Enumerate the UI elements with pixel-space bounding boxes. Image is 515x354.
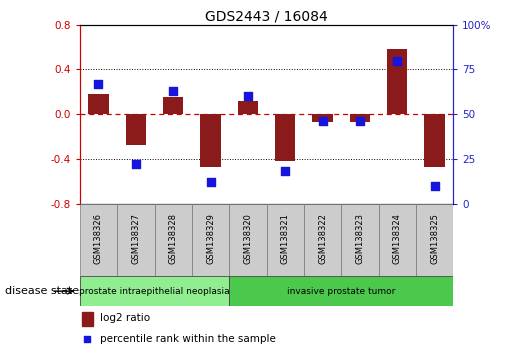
Bar [117,204,154,276]
Text: GSM138326: GSM138326 [94,213,103,264]
Bar [154,204,192,276]
Point [244,93,252,99]
Bar [424,114,445,167]
Point [132,161,140,167]
Text: GSM138324: GSM138324 [393,213,402,264]
Text: disease state: disease state [5,286,79,296]
Bar [200,114,221,167]
Text: GSM138325: GSM138325 [430,213,439,264]
Text: GSM138328: GSM138328 [169,213,178,264]
Bar [416,204,453,276]
Title: GDS2443 / 16084: GDS2443 / 16084 [205,10,328,24]
Point [431,183,439,188]
Bar [341,204,379,276]
Text: GSM138323: GSM138323 [355,213,364,264]
Text: log2 ratio: log2 ratio [100,313,150,324]
Bar [126,114,146,145]
Text: GSM138327: GSM138327 [131,213,140,264]
Bar [304,204,341,276]
Point [207,179,215,185]
Point [393,58,401,63]
Point [83,336,92,342]
Text: GSM138321: GSM138321 [281,213,289,264]
Bar [80,276,229,306]
Point [318,119,327,124]
Bar [312,114,333,122]
Bar [387,49,407,114]
Bar [82,312,93,326]
Bar [192,204,229,276]
Text: GSM138320: GSM138320 [244,213,252,264]
Text: invasive prostate tumor: invasive prostate tumor [287,287,396,296]
Point [94,81,102,87]
Bar [350,114,370,122]
Bar [229,276,453,306]
Bar [379,204,416,276]
Text: percentile rank within the sample: percentile rank within the sample [100,334,276,344]
Bar [88,94,109,114]
Text: prostate intraepithelial neoplasia: prostate intraepithelial neoplasia [79,287,230,296]
Text: GSM138329: GSM138329 [206,213,215,264]
Point [356,119,364,124]
Bar [163,97,183,114]
Bar [237,101,258,114]
Point [169,88,177,94]
Point [281,169,289,174]
Bar [275,114,296,161]
Bar [80,204,117,276]
Text: GSM138322: GSM138322 [318,213,327,264]
Bar [267,204,304,276]
Bar [229,204,267,276]
